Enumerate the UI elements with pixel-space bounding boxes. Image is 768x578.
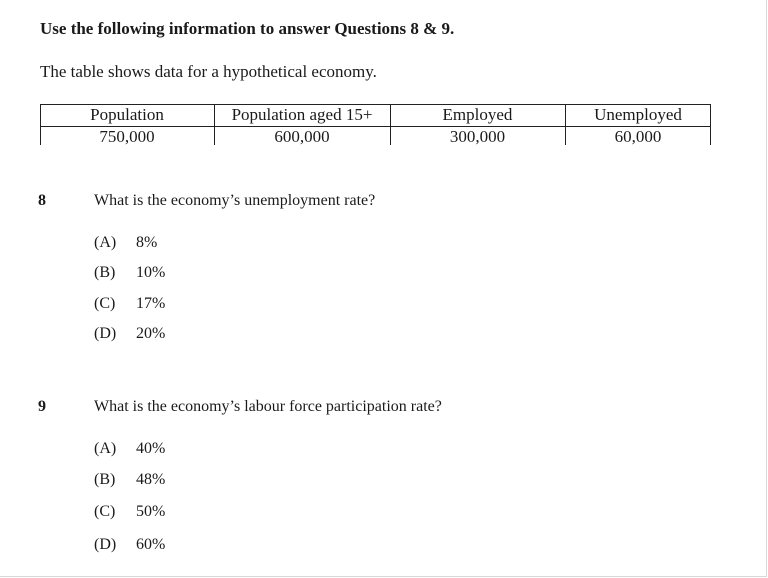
- option-letter: (C): [94, 295, 116, 312]
- question-8-number: 8: [38, 192, 46, 209]
- table-divider: [710, 104, 711, 145]
- question-9-option-c[interactable]: (C) 50%: [94, 503, 165, 521]
- table-header-rule: [40, 126, 711, 127]
- option-letter: (D): [94, 325, 117, 342]
- header-population: Population: [90, 105, 164, 124]
- option-letter: (D): [94, 536, 117, 553]
- table-divider: [214, 104, 215, 145]
- option-value: 17%: [136, 295, 166, 312]
- question-8-option-b[interactable]: (B) 10%: [94, 264, 165, 282]
- header-employed: Employed: [442, 105, 513, 124]
- table-divider: [565, 104, 566, 145]
- option-letter: (A): [94, 234, 117, 251]
- value-population: 750,000: [99, 127, 155, 146]
- table-intro: The table shows data for a hypothetical …: [40, 62, 377, 81]
- option-value: 50%: [136, 503, 166, 520]
- question-9-option-a[interactable]: (A) 40%: [94, 440, 165, 458]
- option-letter: (B): [94, 264, 116, 281]
- option-value: 40%: [136, 440, 166, 457]
- option-value: 10%: [136, 264, 166, 281]
- question-9-text: What is the economy’s labour force parti…: [94, 398, 442, 415]
- option-letter: (B): [94, 471, 116, 488]
- question-8-option-a[interactable]: (A) 8%: [94, 234, 157, 252]
- option-value: 20%: [136, 325, 166, 342]
- question-8-option-c[interactable]: (C) 17%: [94, 295, 165, 313]
- question-9-number: 9: [38, 398, 46, 415]
- table-divider: [390, 104, 391, 145]
- option-value: 8%: [136, 234, 158, 251]
- option-value: 48%: [136, 471, 166, 488]
- table-top-rule: [40, 104, 711, 105]
- economy-data-table: Population Population aged 15+ Employed …: [40, 104, 711, 146]
- question-8-option-d[interactable]: (D) 20%: [94, 325, 165, 343]
- question-8-text: What is the economy’s unemployment rate?: [94, 192, 376, 209]
- value-employed: 300,000: [449, 127, 506, 146]
- header-population-15plus: Population aged 15+: [231, 105, 373, 124]
- option-letter: (A): [94, 440, 117, 457]
- question-9-option-b[interactable]: (B) 48%: [94, 471, 165, 489]
- header-unemployed: Unemployed: [594, 105, 682, 124]
- instructions-heading: Use the following information to answer …: [40, 19, 455, 38]
- value-unemployed: 60,000: [614, 127, 662, 146]
- option-value: 60%: [136, 536, 166, 553]
- option-letter: (C): [94, 503, 116, 520]
- table-divider: [40, 104, 41, 145]
- question-9-option-d[interactable]: (D) 60%: [94, 536, 165, 554]
- value-population-15plus: 600,000: [274, 127, 330, 146]
